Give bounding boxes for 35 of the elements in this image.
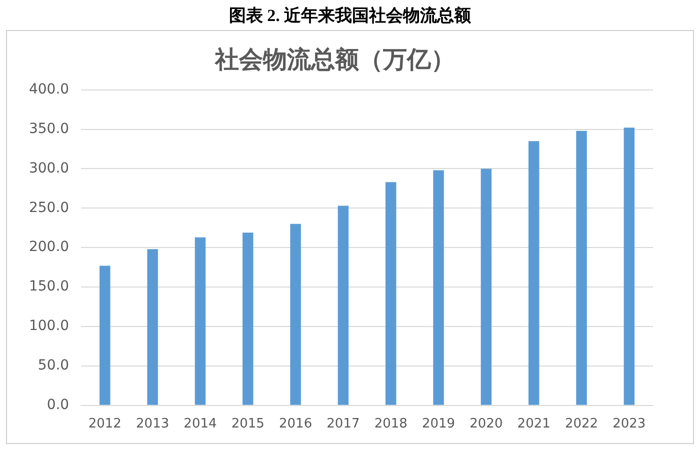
- x-tick-label: 2017: [326, 416, 360, 432]
- x-tick-label: 2015: [231, 416, 264, 432]
- y-tick-label: 0.0: [46, 397, 70, 414]
- x-tick-label: 2016: [279, 416, 312, 432]
- bar: [194, 237, 206, 405]
- y-tick-label: 50.0: [38, 358, 70, 374]
- bar: [624, 128, 635, 405]
- bar: [242, 232, 254, 405]
- chart-title: 图表 2. 近年来我国社会物流总额: [228, 5, 472, 26]
- x-tick-label: 2023: [612, 416, 646, 432]
- y-tick-label: 100.0: [28, 318, 70, 334]
- bar: [386, 182, 396, 405]
- x-tick-label: 2014: [184, 416, 217, 432]
- bar: [433, 170, 444, 405]
- x-tick-label: 2013: [136, 416, 170, 432]
- x-tick-label: 2021: [517, 416, 550, 432]
- y-tick-label: 200.0: [28, 239, 70, 256]
- x-tick-label: 2018: [374, 416, 408, 432]
- bar: [528, 141, 540, 405]
- x-tick-label: 2022: [564, 416, 598, 432]
- x-tick-label: 2020: [470, 416, 503, 432]
- bar: [338, 206, 349, 405]
- y-tick-label: 150.0: [28, 278, 70, 295]
- bar: [147, 249, 158, 405]
- y-tick-label: 350.0: [28, 120, 70, 137]
- chart-subtitle: 社会物流总额（万亿）: [214, 46, 455, 74]
- bar: [100, 266, 110, 405]
- bar: [576, 130, 587, 405]
- x-tick-label: 2012: [88, 416, 122, 432]
- y-tick-label: 250.0: [28, 200, 70, 216]
- bar: [290, 224, 301, 405]
- bar: [480, 168, 492, 405]
- y-tick-label: 300.0: [28, 160, 70, 176]
- x-tick-label: 2019: [422, 416, 456, 432]
- y-tick-label: 400.0: [28, 81, 70, 98]
